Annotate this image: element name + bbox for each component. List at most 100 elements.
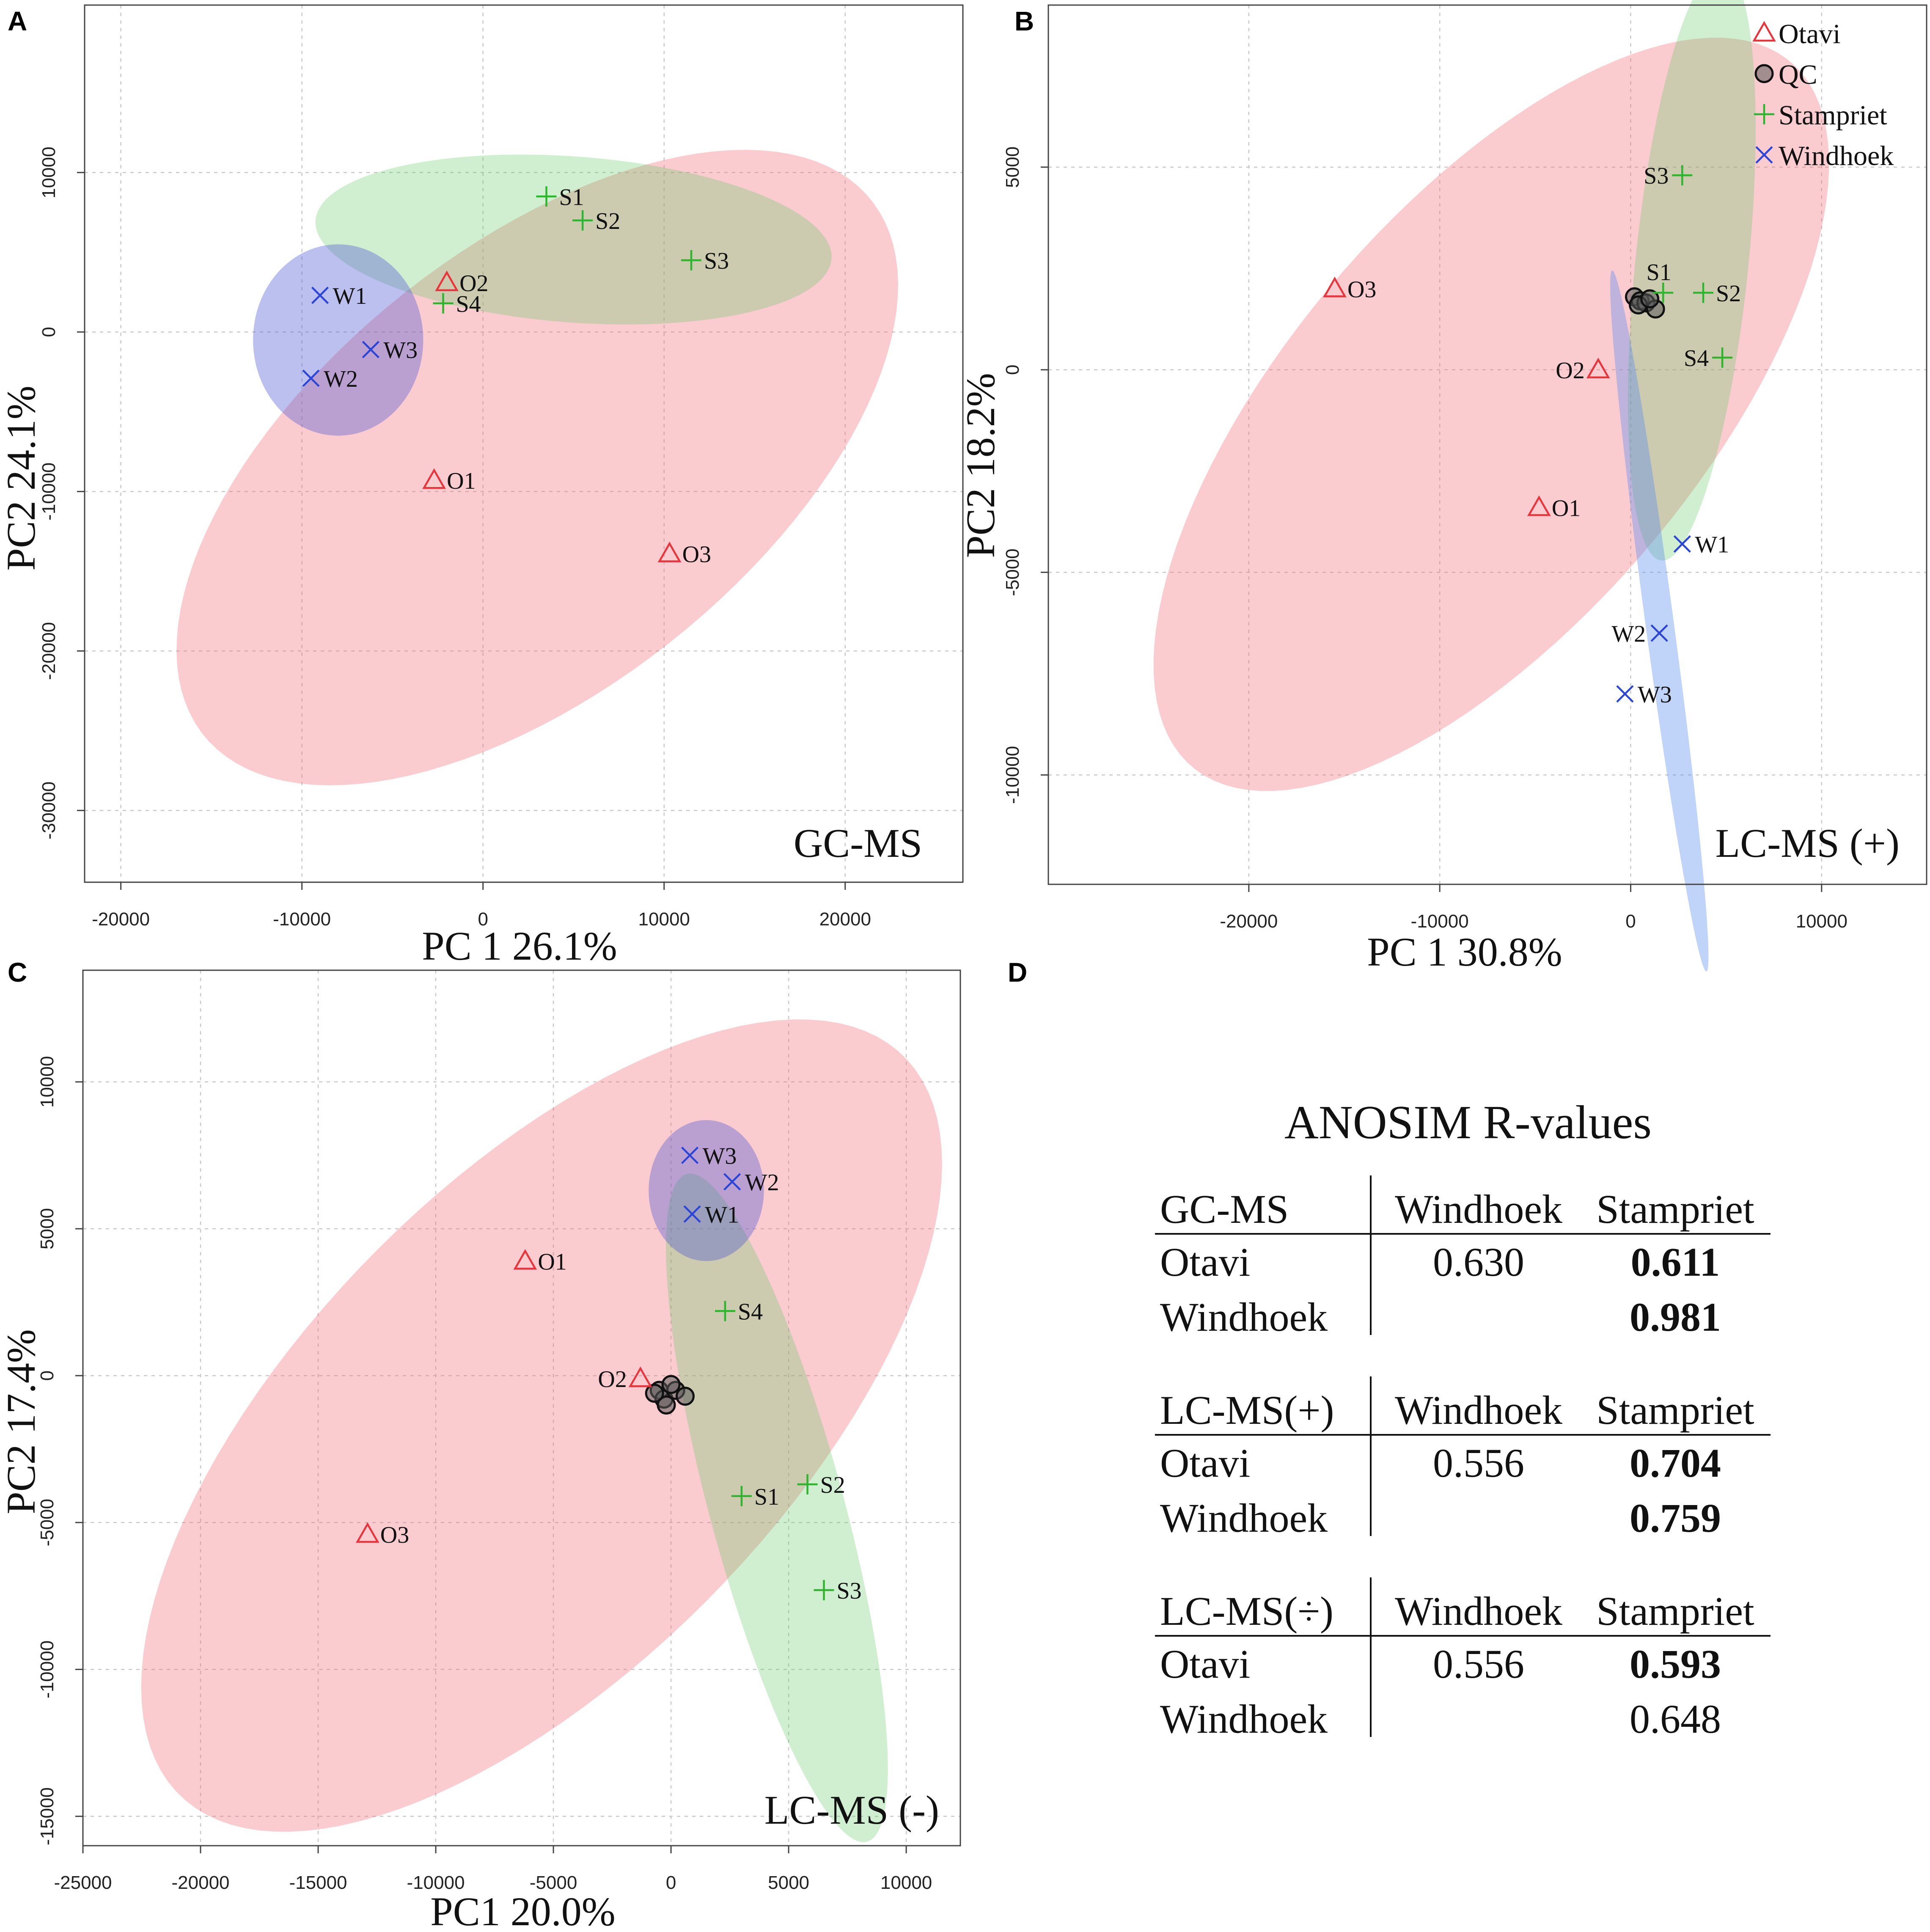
qc-point <box>645 1384 664 1403</box>
ellipse-stampriet <box>665 1173 888 1842</box>
point-label: W3 <box>703 1143 737 1169</box>
y-tick-label: 10000 <box>38 147 59 198</box>
anosim-value: 0.593 <box>1630 1641 1721 1687</box>
legend-marker-stampriet <box>1754 104 1774 124</box>
anosim-value: 0.630 <box>1433 1239 1524 1285</box>
point-label: S3 <box>1644 163 1669 189</box>
point-o2 <box>1586 358 1610 379</box>
anosim-row-label: Windhoek <box>1160 1294 1328 1340</box>
anosim-method-label: LC-MS(÷) <box>1160 1588 1333 1634</box>
ellipse-stampriet <box>315 154 832 325</box>
plot-frame <box>84 4 964 883</box>
anosim-value: 0.704 <box>1630 1440 1721 1486</box>
panel-c: C-25000 -20000 -15000 -10000 -5000 0 5000 10000… <box>0 957 961 1932</box>
y-axis-title: PC2 17.4% <box>0 1329 44 1514</box>
qc-point <box>657 1395 676 1415</box>
anosim-col-header: Windhoek <box>1395 1387 1562 1433</box>
ellipse-stampriet <box>1628 0 1756 561</box>
qc-points <box>645 1375 695 1415</box>
point-label: O2 <box>459 270 488 297</box>
x-tick-label: 5000 <box>768 1872 809 1893</box>
point-s3 <box>814 1580 834 1600</box>
confidence-ellipses <box>1153 0 1829 972</box>
y-tick-label: 5000 <box>37 1208 58 1249</box>
legend: Otavi QC Stampriet Windhoek <box>1752 19 1894 171</box>
x-tick-label: -10000 <box>1411 911 1469 932</box>
point-label: W3 <box>1638 682 1672 708</box>
x-tick-label: 0 <box>1625 911 1636 932</box>
ellipse-windhoek <box>1610 270 1709 972</box>
x-axis: -25000 -20000 -15000 -10000 -5000 0 5000 10000 <box>54 1846 932 1893</box>
point-w2 <box>302 369 320 387</box>
y-tick-label: 0 <box>38 327 59 337</box>
point-label: S1 <box>559 184 584 210</box>
qc-point <box>1640 289 1660 308</box>
anosim-value: 0.556 <box>1433 1641 1524 1687</box>
y-tick-label: -30000 <box>38 782 59 839</box>
anosim-col-header: Stampriet <box>1596 1186 1754 1232</box>
point-s4 <box>433 293 454 314</box>
grid <box>1048 5 1927 884</box>
point-s2 <box>572 210 593 231</box>
point-label: S3 <box>837 1578 862 1604</box>
point-label: S2 <box>595 208 620 234</box>
method-label: LC-MS (-) <box>764 1787 939 1833</box>
point-w3 <box>681 1146 699 1164</box>
x-axis: -20000 -10000 0 10000 20000 <box>92 882 871 930</box>
point-o2 <box>435 270 459 292</box>
point-w3 <box>362 341 379 358</box>
x-tick-label: 0 <box>478 909 488 930</box>
point-s1 <box>536 186 557 207</box>
confidence-ellipses <box>176 150 898 786</box>
point-label: S2 <box>820 1472 845 1498</box>
y-axis: 5000 0 -5000 -10000 <box>1002 146 1048 804</box>
point-w2 <box>1650 624 1668 642</box>
point-s3 <box>681 250 701 271</box>
panel-letter: B <box>1014 6 1034 36</box>
point-w2 <box>723 1173 741 1191</box>
x-tick-label: 20000 <box>819 909 871 930</box>
anosim-col-header: Stampriet <box>1596 1588 1754 1634</box>
y-tick-label: 10000 <box>37 1056 58 1108</box>
point-label: O1 <box>1552 495 1581 521</box>
point-label: W2 <box>745 1170 779 1196</box>
point-label: W2 <box>1611 621 1646 647</box>
legend-marker-windhoek <box>1755 146 1773 164</box>
ellipse-otavi <box>141 1019 942 1832</box>
point-label: S4 <box>456 291 481 317</box>
qc-points <box>1625 287 1665 319</box>
y-tick-label: -5000 <box>1002 548 1023 596</box>
panel-letter: C <box>8 957 27 988</box>
method-label: LC-MS (+) <box>1716 820 1900 866</box>
point-s1 <box>731 1486 752 1506</box>
anosim-col-header: Windhoek <box>1395 1186 1562 1232</box>
point-label: S4 <box>738 1299 763 1325</box>
anosim-value: 0.759 <box>1630 1495 1721 1541</box>
point-o3 <box>355 1522 379 1543</box>
anosim-row-label: Windhoek <box>1160 1495 1328 1541</box>
point-w1 <box>311 286 329 304</box>
point-label: W1 <box>705 1202 739 1228</box>
y-tick-label: -10000 <box>38 462 59 520</box>
x-tick-label: 10000 <box>1796 911 1848 932</box>
ellipse-windhoek <box>649 1120 764 1261</box>
point-label: S1 <box>1647 259 1672 286</box>
point-label: W1 <box>1695 532 1729 558</box>
point-o1 <box>1527 495 1551 516</box>
method-label: GC-MS <box>794 820 922 866</box>
y-tick-label: 5000 <box>1002 146 1023 188</box>
point-s2 <box>797 1474 818 1495</box>
x-tick-label: -20000 <box>1220 911 1278 932</box>
anosim-row-label: Otavi <box>1160 1641 1250 1687</box>
x-axis-title: PC 1 26.1% <box>422 923 617 969</box>
y-axis-title: PC2 18.2% <box>958 373 1003 558</box>
ellipse-otavi <box>1153 38 1829 791</box>
y-tick-label: 0 <box>1002 365 1023 375</box>
panel-letter: A <box>8 6 27 36</box>
x-tick-label: 10000 <box>880 1872 932 1893</box>
y-tick-label: -20000 <box>38 622 59 680</box>
point-label: O3 <box>1347 276 1376 303</box>
point-label: O2 <box>598 1366 627 1393</box>
